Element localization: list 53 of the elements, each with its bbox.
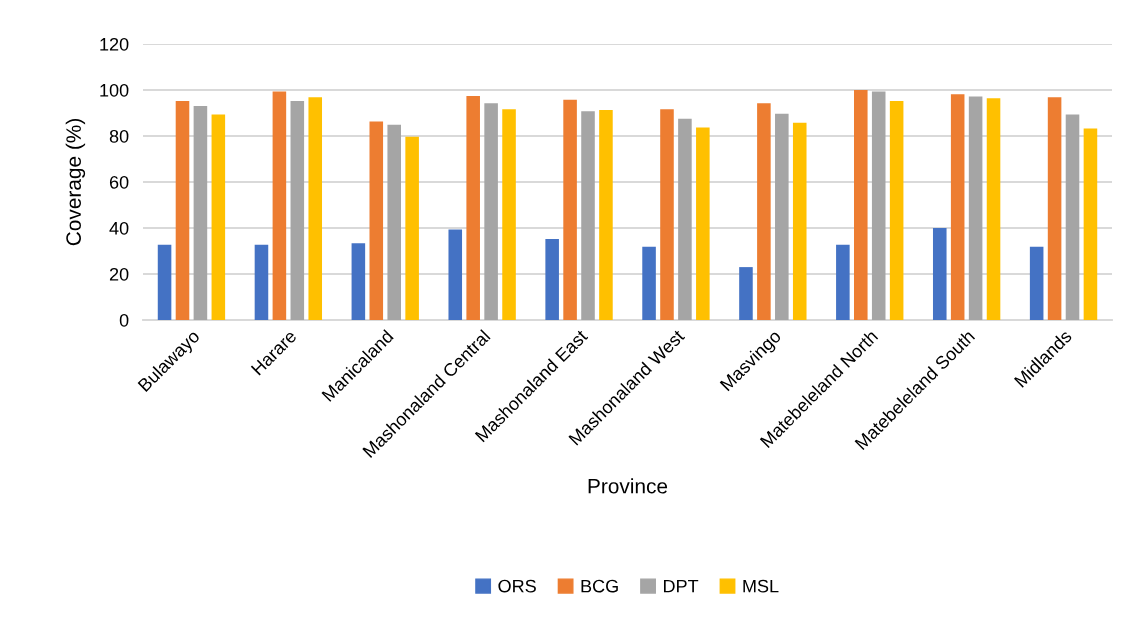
bar [157,244,172,320]
x-axis-title: Province [588,478,668,494]
bar [836,244,850,320]
bar [792,122,807,320]
bar [950,94,965,320]
y-tick-label: 40 [109,221,129,235]
bar [968,96,983,320]
bar [1047,97,1062,320]
bar [599,110,613,320]
legend-label: MSL [743,579,779,593]
bar [739,267,753,320]
bar [1065,114,1080,320]
bar [678,118,692,320]
bar [757,103,771,320]
y-tick-label: 120 [100,37,129,51]
bar [175,101,190,320]
bar [1029,246,1044,320]
bar [193,106,208,320]
bar [563,99,577,320]
bar [871,91,886,320]
bar [854,90,868,320]
bar [484,103,498,320]
bar [696,127,710,320]
y-tick-label: 0 [119,313,129,327]
bar [642,246,656,320]
bar [369,121,384,320]
bar [308,97,323,320]
legend-label: DPT [663,579,699,593]
bar [448,229,463,320]
bar [660,109,674,320]
bar [986,98,1001,320]
y-tick-label: 80 [109,129,129,143]
y-tick-label: 100 [100,83,129,97]
bar [405,136,419,320]
bar [502,109,516,320]
legend-label: BCG [581,579,618,593]
bar [290,101,305,320]
bar [387,124,401,320]
y-axis-title: Coverage (%) [65,119,86,246]
bar [351,243,366,320]
bar [254,244,269,320]
bar [932,228,947,320]
bar [545,239,559,320]
legend-label: ORS [498,579,536,593]
bar [211,114,226,320]
bar [1083,128,1098,320]
bar [581,111,595,320]
bar [466,95,480,320]
bar [775,113,789,320]
y-tick-label: 60 [109,175,129,189]
bar [889,101,904,320]
y-tick-label: 20 [109,267,129,281]
bar [272,91,287,320]
